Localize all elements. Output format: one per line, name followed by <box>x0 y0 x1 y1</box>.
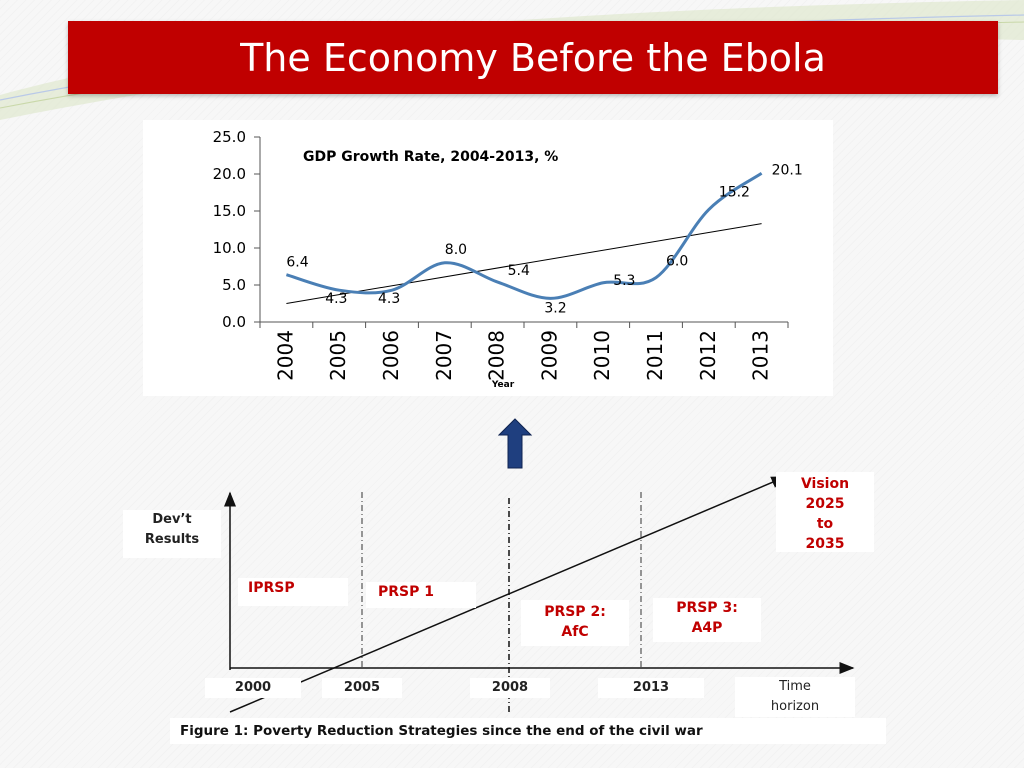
y-tick-label: 10.0 <box>213 239 246 257</box>
chart-title: GDP Growth Rate, 2004-2013, % <box>303 149 558 165</box>
x-tick-label: 2005 <box>326 330 350 381</box>
y-tick-label: 20.0 <box>213 165 246 183</box>
page-title: The Economy Before the Ebola <box>240 35 826 80</box>
y-tick-label: 0.0 <box>222 313 246 331</box>
phase-prsp2: PRSP 2: AfC <box>521 600 629 646</box>
x-tick-label: 2011 <box>643 330 667 381</box>
title-bar: The Economy Before the Ebola <box>68 21 998 94</box>
x-tick-label: 2010 <box>590 330 614 381</box>
gdp-series-line <box>285 172 763 300</box>
data-label: 20.1 <box>772 162 803 178</box>
x-tick-label: 2007 <box>432 330 456 381</box>
tick-2005: 2005 <box>322 678 402 698</box>
trend-line <box>286 223 762 304</box>
tick-2008: 2008 <box>470 678 550 698</box>
data-label: 5.3 <box>613 273 635 289</box>
y-tick-label: 5.0 <box>222 276 246 294</box>
phase-prsp3: PRSP 3: A4P <box>653 598 761 642</box>
data-label: 6.0 <box>666 254 688 270</box>
time-horizon-label: Time horizon <box>735 677 855 717</box>
x-tick-label: 2012 <box>696 330 720 381</box>
y-tick-label: 15.0 <box>213 202 246 220</box>
data-label: 15.2 <box>719 185 750 201</box>
dev-results-label: Dev’t Results <box>123 510 221 558</box>
x-tick-label: 2006 <box>379 330 403 381</box>
tick-2000: 2000 <box>205 678 301 698</box>
vision-target: Vision 2025 to 2035 <box>776 472 874 552</box>
data-label: 4.3 <box>325 291 347 307</box>
x-tick-label: 2004 <box>273 330 297 381</box>
x-tick-label: 2013 <box>749 330 773 381</box>
data-label: 4.3 <box>378 291 400 307</box>
data-label: 5.4 <box>508 263 530 279</box>
x-tick-label: 2008 <box>485 330 509 381</box>
x-tick-label: 2009 <box>537 330 561 381</box>
x-axis: 2004 2005 2006 2007 2008 2009 2010 2011 2012 2013 <box>259 321 789 381</box>
gdp-chart-panel: 0.0 5.0 10.0 15.0 20.0 25.0 2004 2005 2006 2007 2… <box>143 120 833 396</box>
data-label: 8.0 <box>445 242 467 258</box>
phase-prsp1: PRSP 1 <box>366 582 476 608</box>
up-arrow-icon <box>498 418 532 469</box>
data-label: 6.4 <box>286 255 308 271</box>
data-labels: 6.4 4.3 4.3 8.0 5.4 3.2 5.3 6.0 15.2 20.1 <box>286 162 802 316</box>
y-tick-label: 25.0 <box>213 128 246 146</box>
y-axis: 0.0 5.0 10.0 15.0 20.0 25.0 <box>213 128 261 331</box>
phase-iprsp: IPRSP <box>238 578 348 606</box>
tick-2013: 2013 <box>598 678 704 698</box>
figure-caption: Figure 1: Poverty Reduction Strategies s… <box>170 718 886 744</box>
data-label: 3.2 <box>544 300 566 316</box>
x-axis-label: Year <box>491 380 515 390</box>
gdp-growth-chart: 0.05.010.015.020.025.0 2004 2005 2006 2007 2… <box>213 128 803 390</box>
